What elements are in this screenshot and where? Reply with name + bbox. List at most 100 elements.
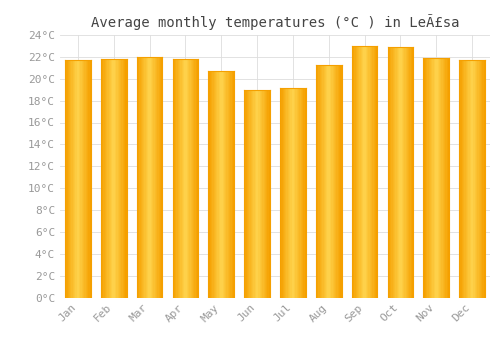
Bar <box>474 60 476 298</box>
Bar <box>152 57 154 298</box>
Bar <box>116 59 117 298</box>
Bar <box>300 88 302 298</box>
Title: Average monthly temperatures (°C ) in LeÃ£sa: Average monthly temperatures (°C ) in Le… <box>91 14 459 30</box>
Bar <box>375 46 376 298</box>
Bar <box>230 71 232 298</box>
Bar <box>88 60 90 298</box>
Bar <box>90 60 91 298</box>
Bar <box>102 59 104 298</box>
Bar <box>229 71 230 298</box>
Bar <box>360 46 362 298</box>
Bar <box>253 90 254 298</box>
Bar <box>358 46 360 298</box>
Bar <box>334 64 335 298</box>
Bar <box>104 59 106 298</box>
Bar <box>146 57 147 298</box>
Bar <box>303 88 304 298</box>
Bar <box>340 64 342 298</box>
Bar <box>321 64 322 298</box>
Bar <box>374 46 375 298</box>
Bar <box>477 60 478 298</box>
Bar <box>264 90 265 298</box>
Bar <box>120 59 122 298</box>
Bar <box>106 59 108 298</box>
Bar <box>428 58 430 298</box>
Bar <box>260 90 261 298</box>
Bar <box>86 60 87 298</box>
Bar <box>215 71 216 298</box>
Bar <box>335 64 336 298</box>
Bar <box>144 57 146 298</box>
Bar <box>208 71 210 298</box>
Bar <box>396 47 398 298</box>
Bar <box>478 60 480 298</box>
Bar <box>196 59 197 298</box>
Bar <box>464 60 466 298</box>
Bar <box>290 88 292 298</box>
Bar <box>218 71 220 298</box>
Bar <box>366 46 367 298</box>
Bar <box>73 60 74 298</box>
Bar <box>233 71 234 298</box>
Bar <box>178 59 179 298</box>
Bar <box>246 90 247 298</box>
Bar <box>408 47 410 298</box>
Bar <box>247 90 248 298</box>
Bar <box>190 59 192 298</box>
Bar <box>371 46 372 298</box>
Bar <box>432 58 434 298</box>
Bar <box>76 60 78 298</box>
Bar <box>172 59 174 298</box>
Bar <box>424 58 426 298</box>
Bar <box>471 60 472 298</box>
Bar <box>261 90 262 298</box>
Bar <box>339 64 340 298</box>
Bar <box>329 64 330 298</box>
Bar <box>257 90 258 298</box>
Bar <box>336 64 338 298</box>
Bar <box>444 58 446 298</box>
Bar <box>302 88 303 298</box>
Bar <box>66 60 68 298</box>
Bar <box>150 57 151 298</box>
Bar <box>430 58 431 298</box>
Bar <box>356 46 357 298</box>
Bar <box>292 88 293 298</box>
Bar <box>193 59 194 298</box>
Bar <box>316 64 317 298</box>
Bar <box>180 59 182 298</box>
Bar <box>324 64 325 298</box>
Bar <box>118 59 119 298</box>
Bar <box>435 58 436 298</box>
Bar <box>154 57 156 298</box>
Bar <box>325 64 326 298</box>
Bar <box>357 46 358 298</box>
Bar <box>143 57 144 298</box>
Bar <box>286 88 288 298</box>
Bar <box>372 46 374 298</box>
Bar <box>364 46 366 298</box>
Bar <box>83 60 84 298</box>
Bar <box>147 57 148 298</box>
Bar <box>442 58 444 298</box>
Bar <box>72 60 73 298</box>
Bar <box>254 90 256 298</box>
Bar <box>224 71 225 298</box>
Bar <box>194 59 196 298</box>
Bar <box>250 90 252 298</box>
Bar <box>188 59 190 298</box>
Bar <box>392 47 394 298</box>
Bar <box>69 60 70 298</box>
Bar <box>136 57 138 298</box>
Bar <box>402 47 403 298</box>
Bar <box>481 60 482 298</box>
Bar <box>84 60 86 298</box>
Bar <box>376 46 378 298</box>
Bar <box>320 64 321 298</box>
Bar <box>431 58 432 298</box>
Bar <box>142 57 143 298</box>
Bar <box>482 60 484 298</box>
Bar <box>160 57 161 298</box>
Bar <box>111 59 112 298</box>
Bar <box>210 71 211 298</box>
